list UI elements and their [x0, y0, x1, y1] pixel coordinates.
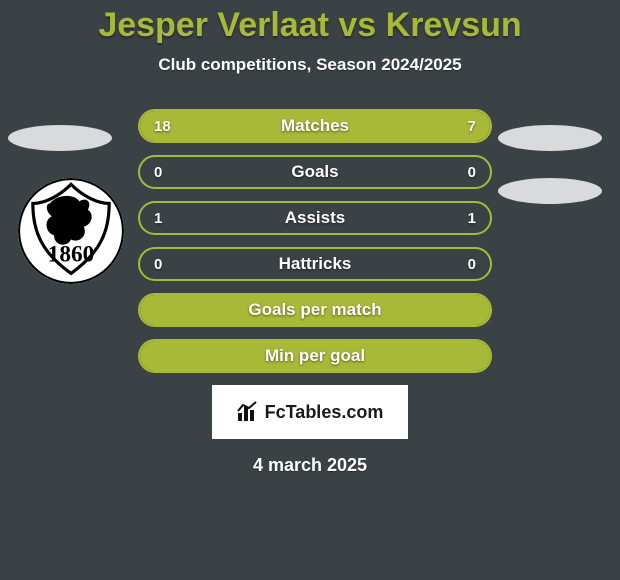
stat-value-right: 0 [468, 249, 476, 279]
brand-attribution: FcTables.com [212, 385, 408, 439]
stat-row: Assists1 1 [0, 201, 620, 235]
stat-value-right: 7 [468, 111, 476, 141]
bar-chart-icon [237, 401, 259, 423]
stats-comparison-chart: Matches187Goals00Assists11Hattricks00Goa… [0, 109, 620, 373]
stat-value-right: 1 [468, 203, 476, 233]
stat-row: Goals0 0 [0, 155, 620, 189]
stat-row: Matches18 7 [0, 109, 620, 143]
stat-value-left: 0 [154, 249, 162, 279]
page-title: Jesper Verlaat vs Krevsun [0, 0, 620, 45]
page-subtitle: Club competitions, Season 2024/2025 [0, 55, 620, 75]
stat-label: Min per goal [140, 341, 490, 371]
stat-row: Min per goal [0, 339, 620, 373]
stat-label: Hattricks [140, 249, 490, 279]
stat-bar-track: Goals0 0 [138, 155, 492, 189]
stat-row: Hattricks0 0 [0, 247, 620, 281]
stat-value-right: 0 [468, 157, 476, 187]
footer-date: 4 march 2025 [0, 455, 620, 476]
brand-text: FcTables.com [265, 402, 384, 423]
stat-bar-track: Hattricks0 0 [138, 247, 492, 281]
stat-bar-track: Assists1 1 [138, 201, 492, 235]
stat-row: Goals per match [0, 293, 620, 327]
stat-value-left: 18 [154, 111, 171, 141]
stat-value-left: 0 [154, 157, 162, 187]
stat-label: Matches [140, 111, 490, 141]
stat-label: Goals [140, 157, 490, 187]
stat-bar-track: Min per goal [138, 339, 492, 373]
stat-label: Assists [140, 203, 490, 233]
stat-label: Goals per match [140, 295, 490, 325]
stat-bar-track: Goals per match [138, 293, 492, 327]
stat-value-left: 1 [154, 203, 162, 233]
stat-bar-track: Matches18 7 [138, 109, 492, 143]
